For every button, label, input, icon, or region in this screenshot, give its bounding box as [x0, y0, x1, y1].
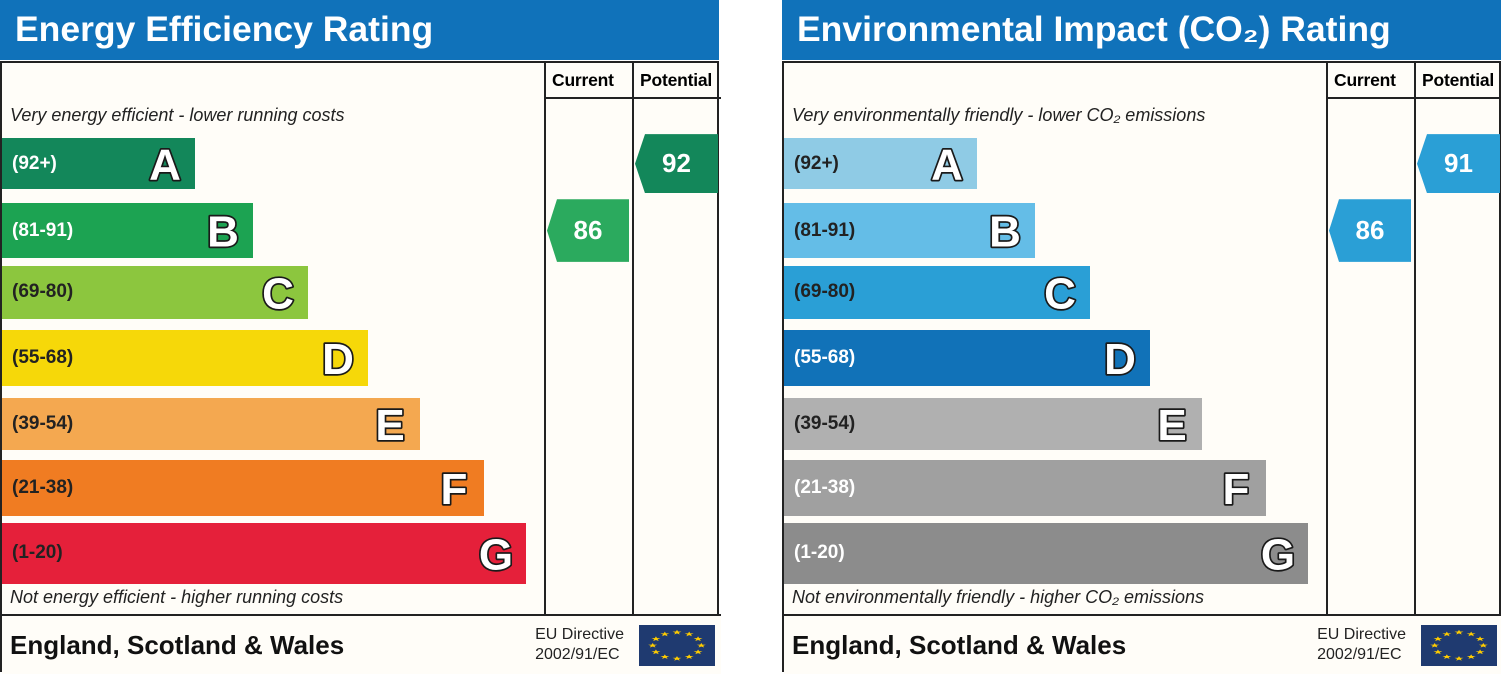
svg-text:A: A	[149, 141, 181, 190]
svg-text:D: D	[322, 335, 354, 384]
svg-text:F: F	[440, 465, 467, 514]
svg-text:E: E	[1157, 401, 1186, 450]
svg-text:D: D	[1104, 335, 1136, 384]
svg-text:A: A	[931, 141, 963, 190]
svg-text:B: B	[989, 208, 1021, 257]
svg-text:G: G	[479, 530, 513, 579]
svg-text:F: F	[1222, 465, 1249, 514]
svg-text:G: G	[1261, 530, 1295, 579]
svg-text:B: B	[207, 208, 239, 257]
svg-text:C: C	[1045, 269, 1077, 318]
svg-text:C: C	[263, 269, 295, 318]
svg-text:E: E	[375, 401, 404, 450]
